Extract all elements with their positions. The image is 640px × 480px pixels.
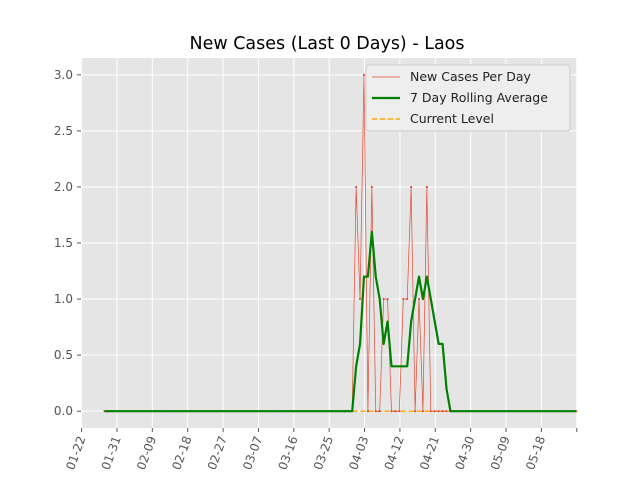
x-tick-label: 03-16 [276,434,301,472]
series-point [445,410,448,413]
series-line-1 [104,230,577,413]
series-point [425,185,428,189]
x-tick-label: 05-09 [488,434,513,472]
series-point [429,410,432,413]
y-tick-label: 2.5 [54,124,73,138]
legend-box [365,64,571,132]
legend-label: 7 Day Rolling Average [410,90,548,105]
series-point [378,410,381,413]
series-point [410,185,413,189]
series-point [421,410,425,413]
x-tick-label: 04-12 [382,434,407,472]
x-tick-label: 04-21 [417,434,442,472]
y-tick-label: 3.0 [54,68,73,82]
legend-label: New Cases Per Day [410,69,531,84]
x-tick-label: 01-31 [99,434,124,472]
series-point [433,410,436,413]
series-point [394,410,397,413]
series-point [441,410,444,413]
x-tick-label: 05-18 [523,434,548,472]
series-point [437,410,440,413]
series-point [413,410,417,413]
series-point [417,297,421,301]
series-point [374,410,377,413]
series-point [355,185,358,189]
x-tick-label: 03-25 [311,434,336,472]
x-tick-label: 04-03 [346,434,371,472]
legend: New Cases Per Day 7 Day Rolling Average Cu… [365,64,571,132]
y-tick-label: 1.0 [54,292,73,306]
chart-title: New Cases (Last 0 Days) - Laos [189,34,464,54]
grid [81,58,578,428]
series-point [402,297,405,301]
series-point [386,297,389,301]
series-point [398,410,401,413]
x-tick-label: 03-07 [240,434,265,472]
series-point [406,297,409,301]
series-layer [103,73,578,413]
x-tick-label: 04-30 [452,434,477,472]
y-tick-label: 2.0 [54,180,73,194]
series-point [382,297,385,301]
y-tick-label: 1.5 [54,236,73,250]
y-tick-label: 0.0 [54,404,73,418]
series-point [366,410,370,413]
legend-label: Current Level [410,111,494,126]
x-tick-label: 02-27 [205,434,230,472]
series-point [390,410,393,413]
series-point [358,297,362,301]
series-point [370,185,373,189]
x-tick-label: 01-22 [63,434,88,472]
series-point [362,73,366,76]
y-tick-label: 0.5 [54,348,73,362]
x-tick-label: 02-18 [169,434,194,472]
x-tick-label: 02-09 [134,434,159,472]
